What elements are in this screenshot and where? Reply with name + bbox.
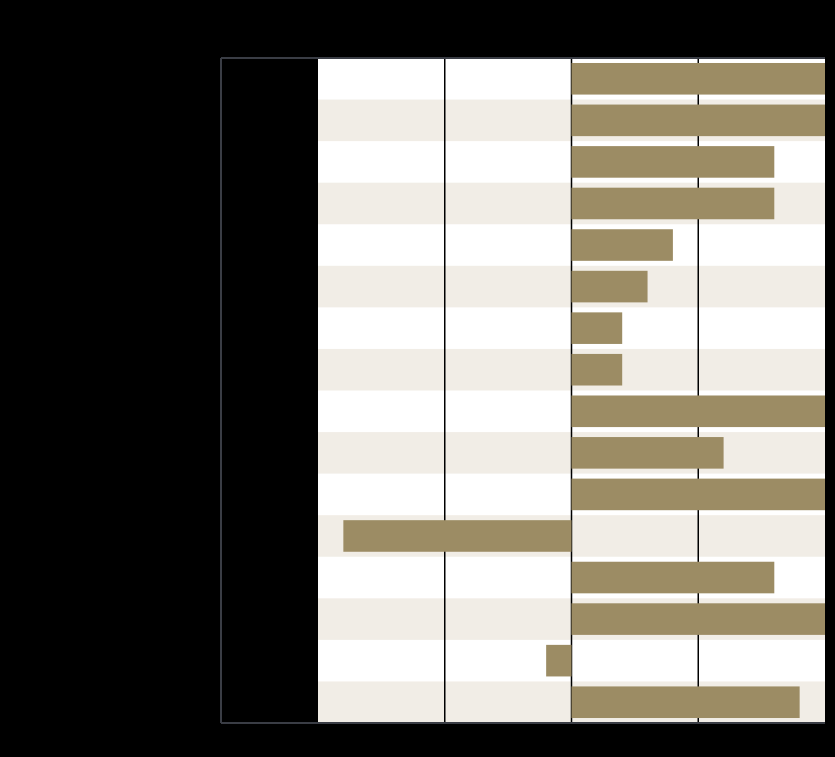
bar: [571, 353, 623, 386]
bar: [571, 686, 800, 719]
bar: [571, 187, 775, 220]
bar: [571, 603, 825, 635]
bar: [343, 520, 572, 552]
bar: [571, 561, 775, 594]
axes: [220, 57, 825, 724]
bar: [571, 478, 825, 511]
label-area: [221, 58, 318, 723]
bar: [571, 104, 825, 137]
bar: [571, 437, 724, 469]
bar: [546, 644, 572, 677]
bar: [571, 146, 775, 178]
bar: [571, 312, 623, 344]
bar: [571, 270, 648, 303]
bar: [571, 395, 825, 428]
plot-frame: [221, 58, 318, 723]
bar: [571, 229, 673, 261]
bar: [571, 62, 825, 95]
bars: [343, 62, 825, 719]
